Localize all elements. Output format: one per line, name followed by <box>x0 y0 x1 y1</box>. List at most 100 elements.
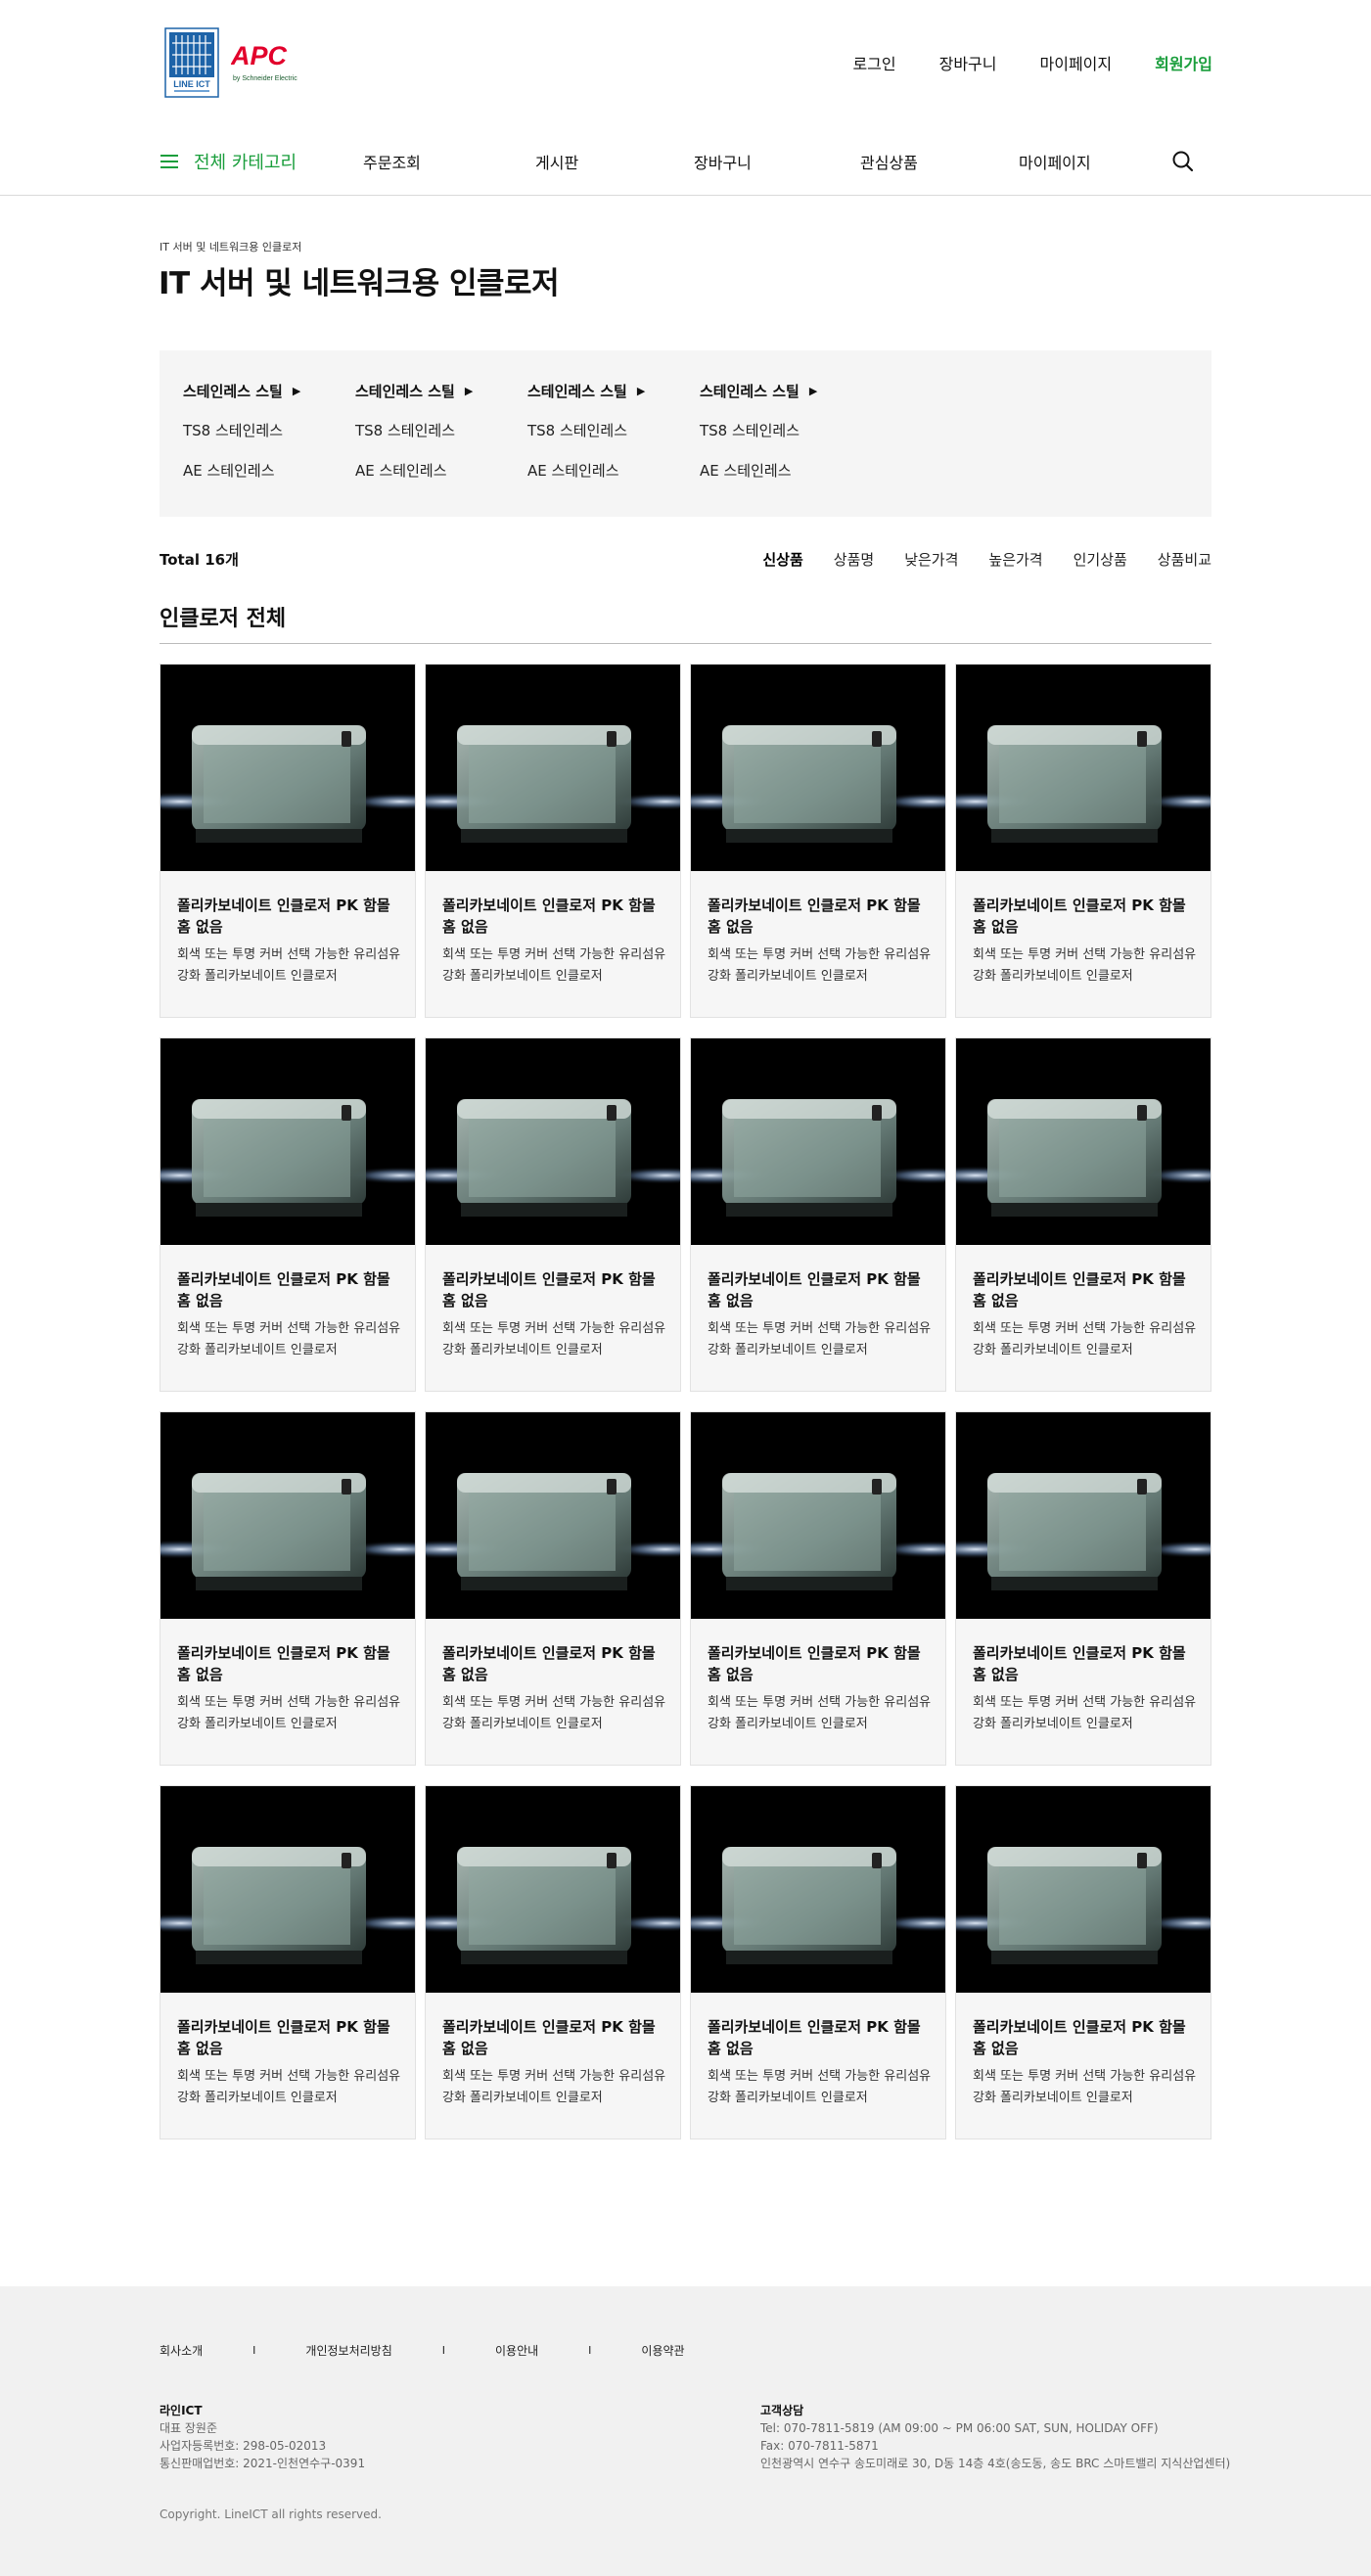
product-image[interactable] <box>956 1786 1211 1993</box>
product-name[interactable]: 폴리카보네이트 인클로저 PK 함몰 홈 없음 <box>442 1644 656 1683</box>
product-name[interactable]: 폴리카보네이트 인클로저 PK 함몰 홈 없음 <box>177 897 390 936</box>
product-image[interactable] <box>426 665 680 871</box>
product-image[interactable] <box>426 1786 680 1993</box>
product-name[interactable]: 폴리카보네이트 인클로저 PK 함몰 홈 없음 <box>442 2018 656 2057</box>
product-card[interactable]: 폴리카보네이트 인클로저 PK 함몰 홈 없음 회색 또는 투명 커버 선택 가능… <box>690 1785 946 2139</box>
category-sub-item[interactable]: TS8 스테인레스 <box>183 422 283 439</box>
category-head[interactable]: 스테인레스 스틸 ▶ <box>527 382 646 400</box>
product-image[interactable] <box>160 1412 415 1619</box>
footer-separator: I <box>252 2344 256 2357</box>
product-name[interactable]: 폴리카보네이트 인클로저 PK 함몰 홈 없음 <box>708 897 921 936</box>
arrow-right-icon: ▶ <box>464 384 474 397</box>
category-sub-item[interactable]: TS8 스테인레스 <box>700 422 800 439</box>
sort-options: 신상품 상품명 낮은가격 높은가격 인기상품 상품비교 <box>732 549 1211 570</box>
footer-ceo: 대표 장원준 <box>160 2421 218 2435</box>
breadcrumb[interactable]: IT 서버 및 네트워크용 인클로저 <box>160 241 302 253</box>
product-description: 회색 또는 투명 커버 선택 가능한 유리섬유 강화 폴리카보네이트 인클로저 <box>442 1321 666 1357</box>
nav-cart[interactable]: 장바구니 <box>694 154 752 172</box>
arrow-right-icon: ▶ <box>808 384 818 397</box>
product-card[interactable]: 폴리카보네이트 인클로저 PK 함몰 홈 없음 회색 또는 투명 커버 선택 가능… <box>955 1785 1211 2139</box>
product-name[interactable]: 폴리카보네이트 인클로저 PK 함몰 홈 없음 <box>708 1270 921 1310</box>
category-sub-item[interactable]: AE 스테인레스 <box>355 462 447 480</box>
product-name[interactable]: 폴리카보네이트 인클로저 PK 함몰 홈 없음 <box>177 1644 390 1683</box>
product-name[interactable]: 폴리카보네이트 인클로저 PK 함몰 홈 없음 <box>973 1270 1186 1310</box>
product-name[interactable]: 폴리카보네이트 인클로저 PK 함몰 홈 없음 <box>177 1270 390 1310</box>
footer-link-terms[interactable]: 이용약관 <box>641 2344 685 2358</box>
sort-low-price[interactable]: 낮은가격 <box>904 551 959 569</box>
product-card[interactable]: 폴리카보네이트 인클로저 PK 함몰 홈 없음 회색 또는 투명 커버 선택 가능… <box>955 1411 1211 1766</box>
product-card[interactable]: 폴리카보네이트 인클로저 PK 함몰 홈 없음 회색 또는 투명 커버 선택 가능… <box>690 1411 946 1766</box>
product-image[interactable] <box>426 1038 680 1245</box>
product-card[interactable]: 폴리카보네이트 인클로저 PK 함몰 홈 없음 회색 또는 투명 커버 선택 가능… <box>690 664 946 1018</box>
footer-link-privacy[interactable]: 개인정보처리방침 <box>305 2344 392 2358</box>
category-sub-item[interactable]: TS8 스테인레스 <box>355 422 455 439</box>
footer-link-guide[interactable]: 이용안내 <box>495 2344 539 2358</box>
sort-name[interactable]: 상품명 <box>833 551 875 569</box>
nav-wishlist[interactable]: 관심상품 <box>860 154 918 172</box>
lineict-logo[interactable]: LINE ICT <box>164 27 219 98</box>
product-description: 회색 또는 투명 커버 선택 가능한 유리섬유 강화 폴리카보네이트 인클로저 <box>442 2069 666 2105</box>
lineict-logo-text: LINE ICT <box>173 79 210 89</box>
nav-mypage[interactable]: 마이페이지 <box>1019 154 1091 172</box>
product-image[interactable] <box>160 1786 415 1993</box>
product-card[interactable]: 폴리카보네이트 인클로저 PK 함몰 홈 없음 회색 또는 투명 커버 선택 가능… <box>955 1037 1211 1392</box>
product-name[interactable]: 폴리카보네이트 인클로저 PK 함몰 홈 없음 <box>442 1270 656 1310</box>
sort-popular[interactable]: 인기상품 <box>1073 551 1127 569</box>
category-head[interactable]: 스테인레스 스틸 ▶ <box>355 382 474 400</box>
product-image[interactable] <box>691 665 945 871</box>
apc-logo-subtext: by Schneider Electric <box>233 75 297 82</box>
product-name[interactable]: 폴리카보네이트 인클로저 PK 함몰 홈 없음 <box>708 2018 921 2057</box>
category-column: 스테인레스 스틸 ▶ TS8 스테인레스 AE 스테인레스 <box>527 380 694 482</box>
all-category-button[interactable]: 전체 카테고리 <box>160 149 297 174</box>
category-sub-item[interactable]: TS8 스테인레스 <box>527 422 627 439</box>
global-nav: 전체 카테고리 주문조회 게시판 장바구니 관심상품 마이페이지 <box>0 127 1371 196</box>
product-image[interactable] <box>691 1038 945 1245</box>
category-head[interactable]: 스테인레스 스틸 ▶ <box>700 382 818 400</box>
product-card[interactable]: 폴리카보네이트 인클로저 PK 함몰 홈 없음 회색 또는 투명 커버 선택 가능… <box>160 1037 416 1392</box>
footer-tel: Tel: 070-7811-5819 (AM 09:00 ~ PM 06:00 … <box>760 2421 1159 2435</box>
sort-high-price[interactable]: 높은가격 <box>988 551 1043 569</box>
category-sub-item[interactable]: AE 스테인레스 <box>183 462 275 480</box>
nav-board[interactable]: 게시판 <box>535 154 579 172</box>
product-card[interactable]: 폴리카보네이트 인클로저 PK 함몰 홈 없음 회색 또는 투명 커버 선택 가능… <box>160 1411 416 1766</box>
copyright: Copyright. LineICT all rights reserved. <box>160 2507 382 2521</box>
login-link[interactable]: 로그인 <box>852 55 896 73</box>
product-card[interactable]: 폴리카보네이트 인클로저 PK 함몰 홈 없음 회색 또는 투명 커버 선택 가능… <box>425 664 681 1018</box>
category-sub-item[interactable]: AE 스테인레스 <box>527 462 619 480</box>
cart-link[interactable]: 장바구니 <box>938 55 997 73</box>
product-name[interactable]: 폴리카보네이트 인클로저 PK 함몰 홈 없음 <box>442 897 656 936</box>
product-description: 회색 또는 투명 커버 선택 가능한 유리섬유 강화 폴리카보네이트 인클로저 <box>973 947 1197 984</box>
product-name[interactable]: 폴리카보네이트 인클로저 PK 함몰 홈 없음 <box>973 2018 1186 2057</box>
product-name[interactable]: 폴리카보네이트 인클로저 PK 함몰 홈 없음 <box>177 2018 390 2057</box>
product-card[interactable]: 폴리카보네이트 인클로저 PK 함몰 홈 없음 회색 또는 투명 커버 선택 가능… <box>690 1037 946 1392</box>
search-icon[interactable] <box>1170 149 1196 174</box>
product-name[interactable]: 폴리카보네이트 인클로저 PK 함몰 홈 없음 <box>973 897 1186 936</box>
nav-order-lookup[interactable]: 주문조회 <box>363 154 421 172</box>
product-image[interactable] <box>956 1038 1211 1245</box>
sort-newest[interactable]: 신상품 <box>762 551 803 569</box>
product-card[interactable]: 폴리카보네이트 인클로저 PK 함몰 홈 없음 회색 또는 투명 커버 선택 가능… <box>425 1411 681 1766</box>
footer-link-about[interactable]: 회사소개 <box>160 2344 204 2358</box>
sort-compare[interactable]: 상품비교 <box>1157 551 1211 569</box>
product-image[interactable] <box>160 1038 415 1245</box>
product-image[interactable] <box>160 665 415 871</box>
product-name[interactable]: 폴리카보네이트 인클로저 PK 함몰 홈 없음 <box>708 1644 921 1683</box>
category-sub-item[interactable]: AE 스테인레스 <box>700 462 792 480</box>
footer-company-info: 라인ICT 대표 장원준 사업자등록번호: 298-05-02013 통신판매업… <box>160 2402 365 2472</box>
product-image[interactable] <box>691 1412 945 1619</box>
signup-link[interactable]: 회원가입 <box>1155 55 1212 73</box>
product-card[interactable]: 폴리카보네이트 인클로저 PK 함몰 홈 없음 회색 또는 투명 커버 선택 가능… <box>160 1785 416 2139</box>
category-head[interactable]: 스테인레스 스틸 ▶ <box>183 382 301 400</box>
product-name[interactable]: 폴리카보네이트 인클로저 PK 함몰 홈 없음 <box>973 1644 1186 1683</box>
product-image[interactable] <box>956 1412 1211 1619</box>
product-card[interactable]: 폴리카보네이트 인클로저 PK 함몰 홈 없음 회색 또는 투명 커버 선택 가능… <box>160 664 416 1018</box>
apc-logo[interactable]: APC by Schneider Electric <box>231 41 319 84</box>
footer: 회사소개 I 개인정보처리방침 I 이용안내 I 이용약관 라인ICT 대표 장… <box>0 2286 1371 2576</box>
product-image[interactable] <box>691 1786 945 1993</box>
mypage-link[interactable]: 마이페이지 <box>1039 55 1113 73</box>
product-image[interactable] <box>956 665 1211 871</box>
product-image[interactable] <box>426 1412 680 1619</box>
